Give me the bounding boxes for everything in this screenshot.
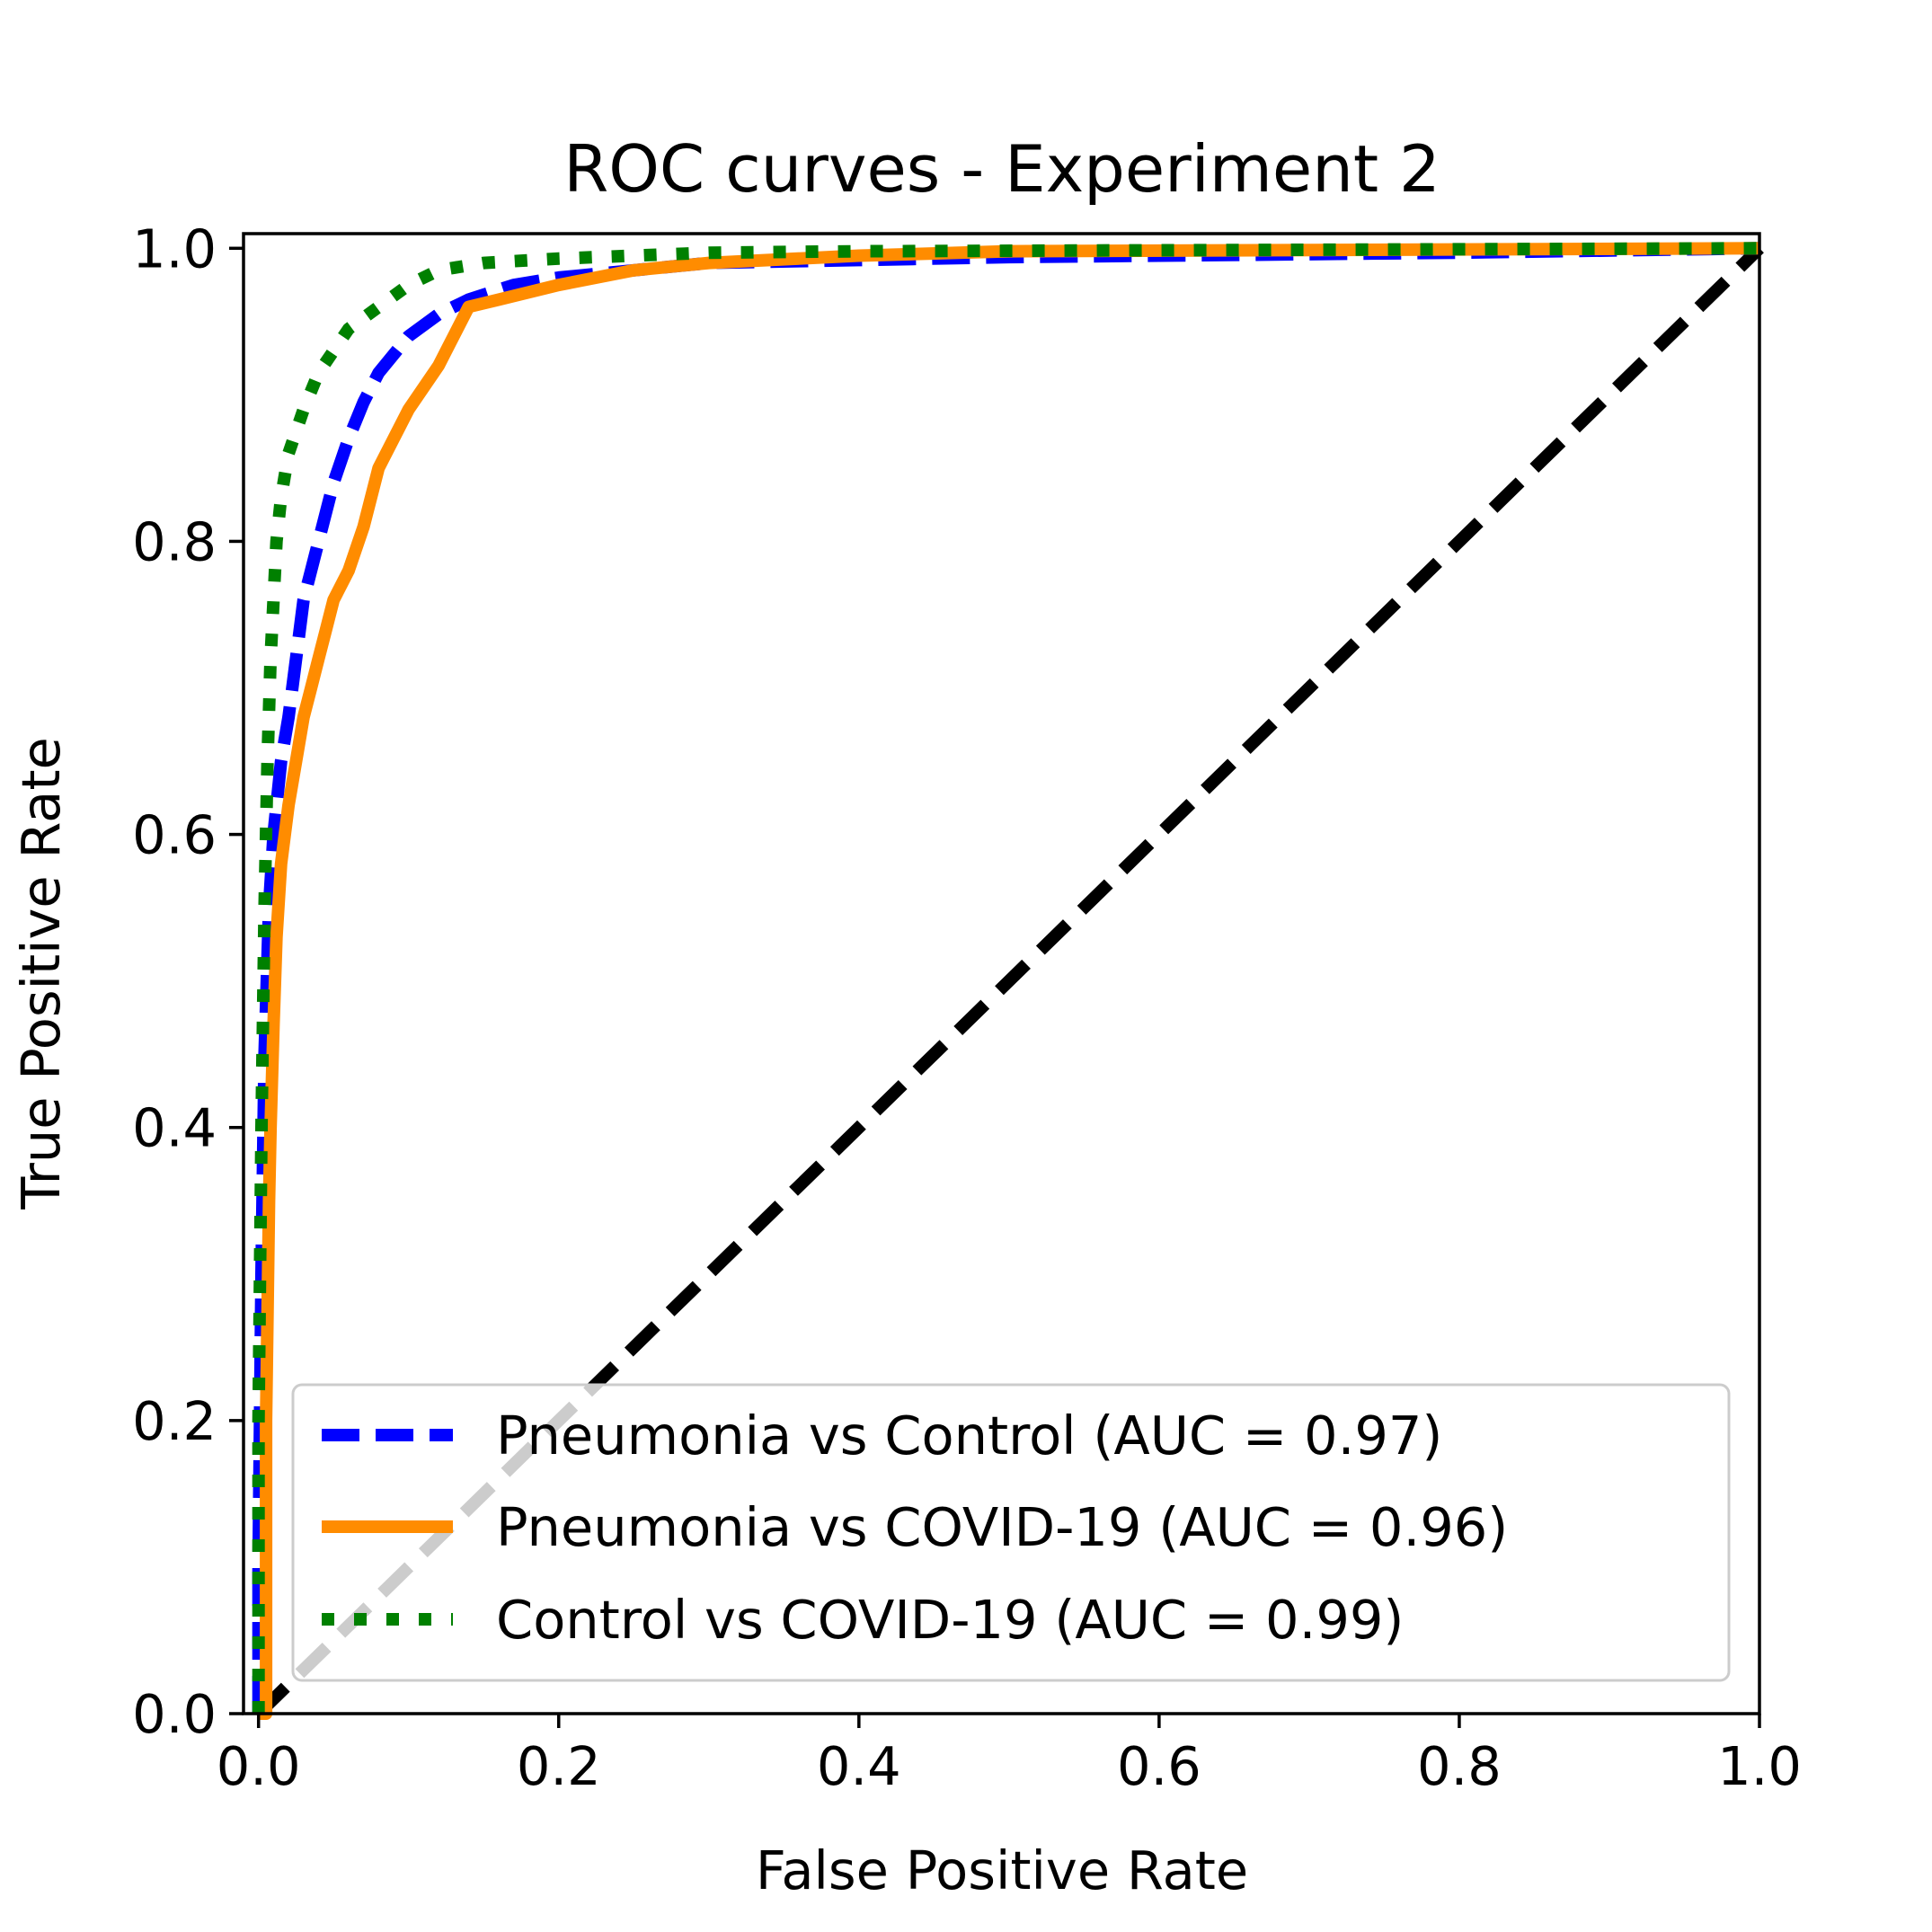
- x-tick-label: 0.2: [517, 1735, 601, 1797]
- series-line-2: [252, 242, 1760, 1714]
- legend-label-0: Pneumonia vs Control (AUC = 0.97): [496, 1405, 1442, 1467]
- y-tick-label: 0.8: [132, 510, 217, 572]
- x-tick-label: 0.0: [217, 1735, 301, 1797]
- y-tick-label: 0.0: [132, 1683, 217, 1745]
- x-tick-label: 0.8: [1417, 1735, 1502, 1797]
- y-tick-label: 0.2: [132, 1390, 217, 1452]
- x-axis-ticks: 0.0 0.2 0.4 0.6 0.8 1.0: [217, 1714, 1802, 1797]
- legend-label-1: Pneumonia vs COVID-19 (AUC = 0.96): [496, 1496, 1508, 1558]
- y-axis-ticks: 0.0 0.2 0.4 0.6 0.8 1.0: [132, 217, 244, 1745]
- y-tick-label: 0.6: [132, 804, 217, 866]
- x-tick-label: 0.6: [1117, 1735, 1201, 1797]
- legend: Pneumonia vs Control (AUC = 0.97) Pneumon…: [291, 1383, 1731, 1682]
- legend-box: [291, 1383, 1731, 1682]
- series-line-1: [258, 242, 1760, 1720]
- y-tick-label: 1.0: [132, 217, 217, 279]
- y-tick-label: 0.4: [132, 1097, 217, 1159]
- legend-entries: Pneumonia vs Control (AUC = 0.97) Pneumon…: [322, 1405, 1508, 1651]
- x-tick-label: 1.0: [1717, 1735, 1802, 1797]
- x-tick-label: 0.4: [817, 1735, 901, 1797]
- chart-title: ROC curves - Experiment 2: [563, 131, 1440, 207]
- axes-frame: [242, 232, 1761, 1715]
- x-axis-label: False Positive Rate: [756, 1839, 1248, 1901]
- series-line-0: [252, 242, 1760, 1714]
- legend-label-2: Control vs COVID-19 (AUC = 0.99): [496, 1589, 1404, 1651]
- y-axis-label: True Positive Rate: [10, 737, 72, 1210]
